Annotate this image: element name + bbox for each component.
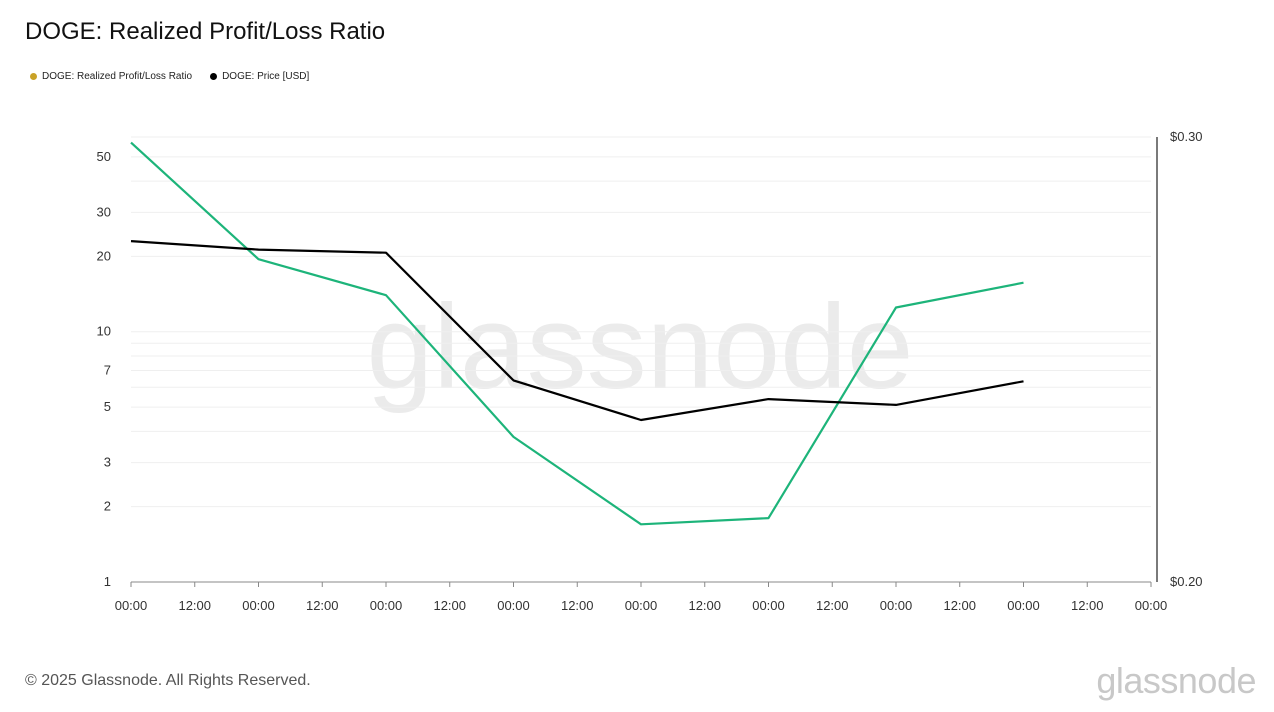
legend-dot-ratio <box>30 73 37 80</box>
y-tick-label: 3 <box>104 455 111 470</box>
legend-item-ratio[interactable]: DOGE: Realized Profit/Loss Ratio <box>30 71 192 82</box>
y-tick-label: 7 <box>104 363 111 378</box>
x-tick-label: 12:00 <box>688 598 721 613</box>
legend-item-price[interactable]: DOGE: Price [USD] <box>210 71 309 82</box>
y-tick-label: 30 <box>97 204 111 219</box>
x-tick-label: 12:00 <box>306 598 339 613</box>
y-tick-label: 5 <box>104 399 111 414</box>
chart-title: DOGE: Realized Profit/Loss Ratio <box>25 18 386 45</box>
right-tick-label: $0.30 <box>1170 129 1203 144</box>
x-tick-label: 00:00 <box>1007 598 1040 613</box>
x-tick-label: 12:00 <box>816 598 849 613</box>
series-line-price <box>130 240 1024 422</box>
right-tick-label: $0.20 <box>1170 574 1203 589</box>
copyright-text: © 2025 Glassnode. All Rights Reserved. <box>25 672 311 689</box>
x-tick-label: 00:00 <box>370 598 403 613</box>
x-tick-label: 00:00 <box>880 598 913 613</box>
legend-dot-price <box>210 73 218 80</box>
watermark: glassnode <box>366 280 913 414</box>
legend-label-ratio: DOGE: Realized Profit/Loss Ratio <box>42 71 193 82</box>
x-tick-label: 12:00 <box>178 598 211 613</box>
brand-logo: glassnode <box>1096 660 1256 701</box>
x-tick-label: 12:00 <box>943 598 976 613</box>
x-tick-label: 00:00 <box>115 598 148 613</box>
y-tick-label: 20 <box>97 248 111 263</box>
y-tick-label: 10 <box>97 324 111 339</box>
x-tick-label: 12:00 <box>1071 598 1104 613</box>
x-tick-label: 12:00 <box>561 598 594 613</box>
series-line-ratio <box>130 141 1024 526</box>
legend: DOGE: Realized Profit/Loss Ratio DOGE: P… <box>30 71 309 82</box>
y-tick-label: 1 <box>104 574 111 589</box>
y-tick-label: 50 <box>97 149 111 164</box>
x-tick-label: 00:00 <box>1135 598 1168 613</box>
legend-label-price: DOGE: Price [USD] <box>222 71 310 82</box>
y-tick-label: 2 <box>104 499 111 514</box>
x-tick-label: 00:00 <box>497 598 530 613</box>
x-tick-label: 12:00 <box>433 598 466 613</box>
x-tick-label: 00:00 <box>752 598 785 613</box>
x-tick-label: 00:00 <box>625 598 658 613</box>
x-tick-label: 00:00 <box>242 598 275 613</box>
